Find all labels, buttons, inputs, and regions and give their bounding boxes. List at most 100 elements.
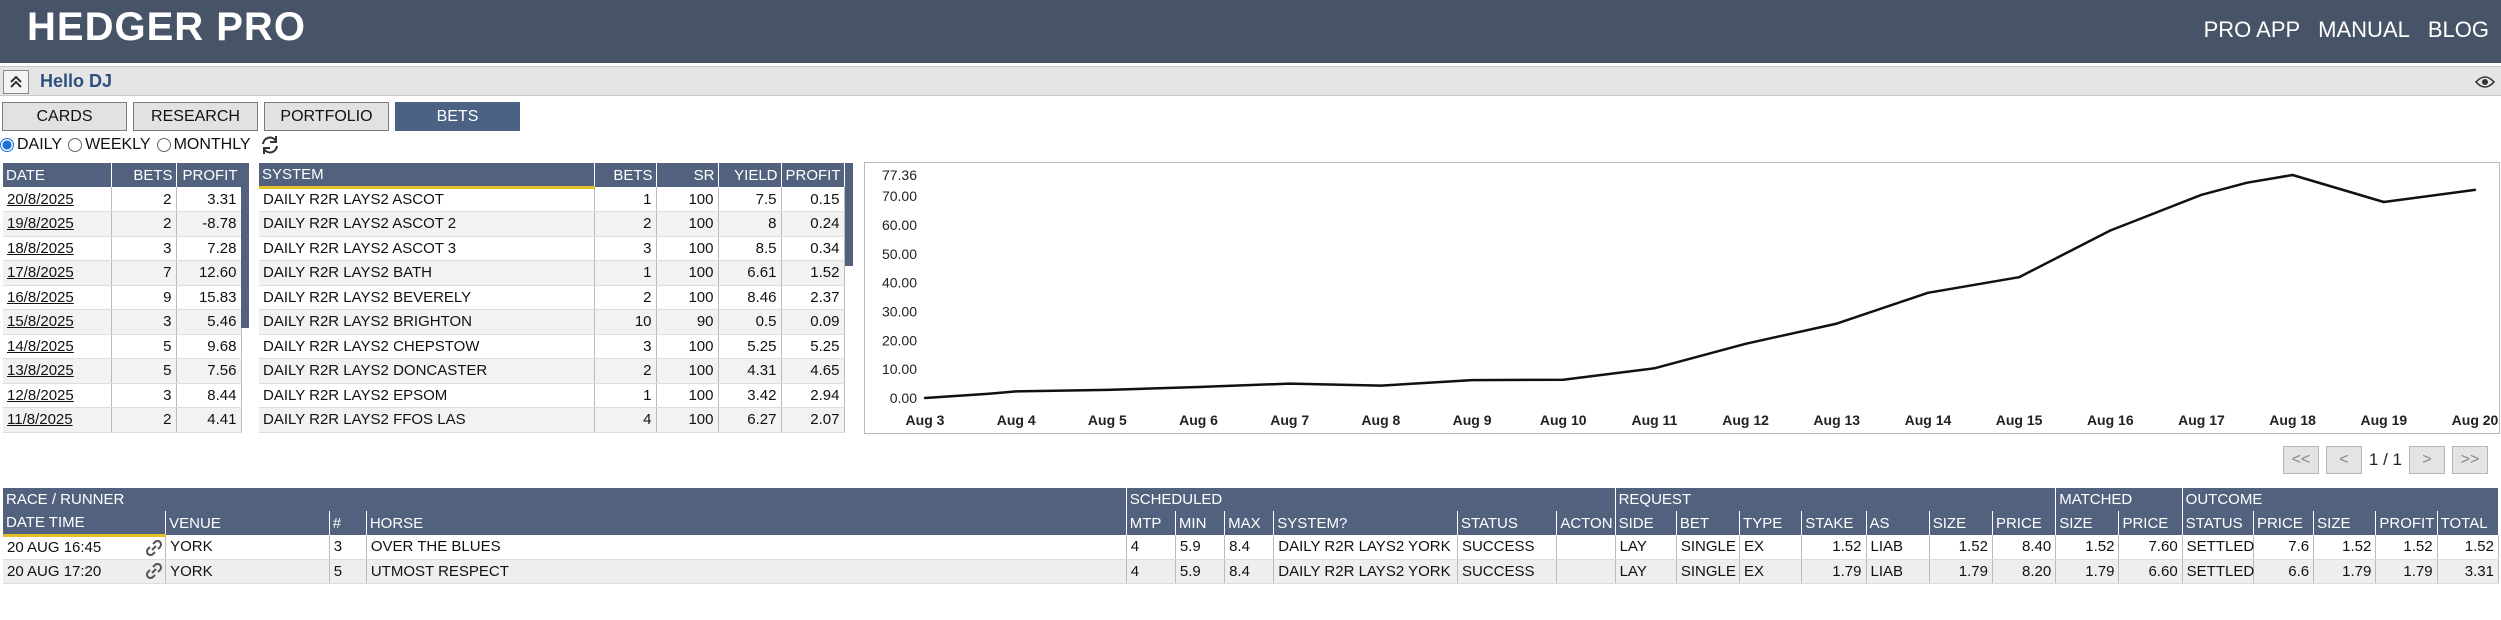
system-bets: 3	[594, 334, 657, 359]
col-yield[interactable]: YIELD	[718, 163, 782, 187]
col-as-14[interactable]: AS	[1866, 511, 1930, 535]
col--2[interactable]: #	[329, 511, 367, 535]
nav-blog[interactable]: BLOG	[2427, 17, 2489, 42]
pager-prev-button[interactable]: <	[2325, 446, 2362, 474]
daily-row[interactable]: 11/8/2025 2 4.41	[3, 407, 242, 433]
col-price-18[interactable]: PRICE	[2118, 511, 2183, 535]
system-row[interactable]: DAILY R2R LAYS2 EPSOM 1 100 3.42 2.94	[259, 383, 845, 408]
system-row[interactable]: DAILY R2R LAYS2 FFOS LAS 4 100 6.27 2.07	[259, 407, 845, 433]
nav-manual[interactable]: MANUAL	[2318, 17, 2410, 42]
period-weekly[interactable]: WEEKLY	[68, 136, 151, 154]
col-total-23[interactable]: TOTAL	[2437, 511, 2500, 535]
col-status-8[interactable]: STATUS	[1457, 511, 1558, 535]
daily-row[interactable]: 19/8/2025 2 -8.78	[3, 211, 242, 237]
daily-row[interactable]: 17/8/2025 7 12.60	[3, 260, 242, 286]
group-matched: MATCHED	[2055, 488, 2183, 511]
col-acton-9[interactable]: ACTON	[1556, 511, 1616, 535]
system-bets: 10	[594, 309, 657, 335]
bet-cell-13: 1.79	[1801, 559, 1867, 584]
col-profit-22[interactable]: PROFIT	[2375, 511, 2438, 535]
col-max-6[interactable]: MAX	[1224, 511, 1275, 535]
system-bets: 1	[594, 260, 657, 286]
daily-date[interactable]: 15/8/2025	[3, 309, 112, 335]
col-bet-11[interactable]: BET	[1676, 511, 1741, 535]
radio-monthly[interactable]	[156, 138, 171, 152]
daily-row[interactable]: 16/8/2025 9 15.83	[3, 285, 242, 310]
tab-research[interactable]: RESEARCH	[133, 102, 258, 131]
col-system-7[interactable]: SYSTEM?	[1273, 511, 1458, 535]
col-price-16[interactable]: PRICE	[1992, 511, 2057, 535]
daily-row[interactable]: 12/8/2025 3 8.44	[3, 383, 242, 408]
refresh-icon[interactable]	[259, 135, 281, 155]
daily-date[interactable]: 16/8/2025	[3, 285, 112, 310]
tab-bets[interactable]: BETS	[395, 102, 520, 131]
col-sys-profit[interactable]: PROFIT	[781, 163, 845, 187]
col-bets[interactable]: BETS	[111, 163, 177, 187]
col-date[interactable]: DATE	[3, 163, 112, 187]
col-system[interactable]: SYSTEM	[259, 163, 595, 189]
system-row[interactable]: DAILY R2R LAYS2 ASCOT 1 100 7.5 0.15	[259, 187, 845, 212]
daily-date[interactable]: 13/8/2025	[3, 358, 112, 384]
col-date-time-0[interactable]: DATE TIME	[3, 511, 167, 537]
col-size-21[interactable]: SIZE	[2313, 511, 2377, 535]
system-row[interactable]: DAILY R2R LAYS2 ASCOT 2 2 100 8 0.24	[259, 211, 845, 237]
daily-date[interactable]: 19/8/2025	[3, 211, 112, 237]
radio-daily[interactable]	[0, 138, 14, 152]
daily-row[interactable]: 18/8/2025 3 7.28	[3, 236, 242, 261]
app-logo: HEDGER PRO	[27, 5, 306, 49]
system-row[interactable]: DAILY R2R LAYS2 BEVERELY 2 100 8.46 2.37	[259, 285, 845, 310]
daily-date[interactable]: 18/8/2025	[3, 236, 112, 261]
col-status-19[interactable]: STATUS	[2182, 511, 2254, 535]
daily-row[interactable]: 13/8/2025 5 7.56	[3, 358, 242, 384]
col-type-12[interactable]: TYPE	[1739, 511, 1803, 535]
nav-pro-app[interactable]: PRO APP	[2203, 17, 2301, 42]
link-icon[interactable]	[145, 539, 163, 560]
system-row[interactable]: DAILY R2R LAYS2 ASCOT 3 3 100 8.5 0.34	[259, 236, 845, 261]
col-horse-3[interactable]: HORSE	[366, 511, 1127, 535]
col-profit[interactable]: PROFIT	[176, 163, 242, 187]
col-min-5[interactable]: MIN	[1175, 511, 1226, 535]
system-row[interactable]: DAILY R2R LAYS2 BATH 1 100 6.61 1.52	[259, 260, 845, 286]
system-name: DAILY R2R LAYS2 BATH	[259, 260, 595, 286]
daily-date[interactable]: 12/8/2025	[3, 383, 112, 408]
systems-scrollbar[interactable]	[845, 163, 853, 266]
system-row[interactable]: DAILY R2R LAYS2 DONCASTER 2 100 4.31 4.65	[259, 358, 845, 384]
daily-row[interactable]: 20/8/2025 2 3.31	[3, 187, 242, 212]
system-yield: 8.5	[718, 236, 782, 261]
col-size-15[interactable]: SIZE	[1929, 511, 1993, 535]
profit-chart: 77.36 70.00 60.00 50.00 40.00 30.00 20.00 10.00…	[864, 162, 2500, 434]
pager-first-button[interactable]: <<	[2282, 446, 2319, 474]
tab-cards[interactable]: CARDS	[2, 102, 127, 131]
system-row[interactable]: DAILY R2R LAYS2 BRIGHTON 10 90 0.5 0.09	[259, 309, 845, 335]
daily-date[interactable]: 17/8/2025	[3, 260, 112, 286]
radio-weekly[interactable]	[68, 138, 83, 152]
col-sr[interactable]: SR	[656, 163, 719, 187]
col-side-10[interactable]: SIDE	[1615, 511, 1677, 535]
system-name: DAILY R2R LAYS2 BEVERELY	[259, 285, 595, 310]
pager-next-button[interactable]: >	[2409, 446, 2445, 474]
pager-last-button[interactable]: >>	[2452, 446, 2488, 474]
col-mtp-4[interactable]: MTP	[1126, 511, 1176, 535]
period-monthly[interactable]: MONTHLY	[156, 136, 251, 154]
col-sys-bets[interactable]: BETS	[594, 163, 657, 187]
col-venue-1[interactable]: VENUE	[165, 511, 330, 535]
collapse-button[interactable]	[3, 70, 29, 94]
bet-row[interactable]: 20 AUG 16:45 YORK 3 OVER THE BLUES 4 5.9 8.4 DA…	[3, 535, 2500, 560]
system-row[interactable]: DAILY R2R LAYS2 CHEPSTOW 3 100 5.25 5.25	[259, 334, 845, 359]
bet-row[interactable]: 20 AUG 17:20 YORK 5 UTMOST RESPECT 4 5.9 8.4 DA…	[3, 559, 2500, 584]
daily-date[interactable]: 14/8/2025	[3, 334, 112, 359]
tab-portfolio[interactable]: PORTFOLIO	[264, 102, 389, 131]
daily-date[interactable]: 20/8/2025	[3, 187, 112, 212]
col-price-20[interactable]: PRICE	[2253, 511, 2315, 535]
daily-row[interactable]: 14/8/2025 5 9.68	[3, 334, 242, 359]
col-size-17[interactable]: SIZE	[2055, 511, 2120, 535]
daily-row[interactable]: 15/8/2025 3 5.46	[3, 309, 242, 335]
daily-table: DATE BETS PROFIT 20/8/2025 2 3.31 19/8/2025…	[3, 163, 242, 433]
period-daily[interactable]: DAILY	[0, 136, 62, 154]
eye-icon[interactable]	[2474, 75, 2496, 94]
group-request: REQUEST	[1615, 488, 2057, 511]
daily-date[interactable]: 11/8/2025	[3, 407, 112, 433]
link-icon[interactable]	[145, 562, 163, 583]
col-stake-13[interactable]: STAKE	[1801, 511, 1867, 535]
daily-scrollbar[interactable]	[241, 163, 249, 328]
